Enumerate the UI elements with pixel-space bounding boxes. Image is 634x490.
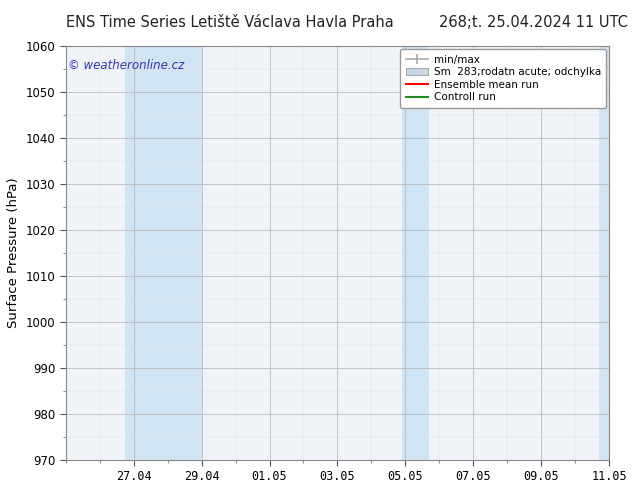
Bar	[125, 46, 202, 460]
Y-axis label: Surface Pressure (hPa): Surface Pressure (hPa)	[7, 178, 20, 328]
Legend: min/max, Sm  283;rodatn acute; odchylka, Ensemble mean run, Controll run: min/max, Sm 283;rodatn acute; odchylka, …	[400, 49, 606, 108]
Text: 268;t. 25.04.2024 11 UTC: 268;t. 25.04.2024 11 UTC	[439, 15, 628, 30]
Bar	[402, 46, 429, 460]
Text: © weatheronline.cz: © weatheronline.cz	[68, 59, 184, 72]
Bar	[599, 46, 609, 460]
Text: ENS Time Series Letiště Václava Havla Praha: ENS Time Series Letiště Václava Havla Pr…	[66, 15, 394, 30]
